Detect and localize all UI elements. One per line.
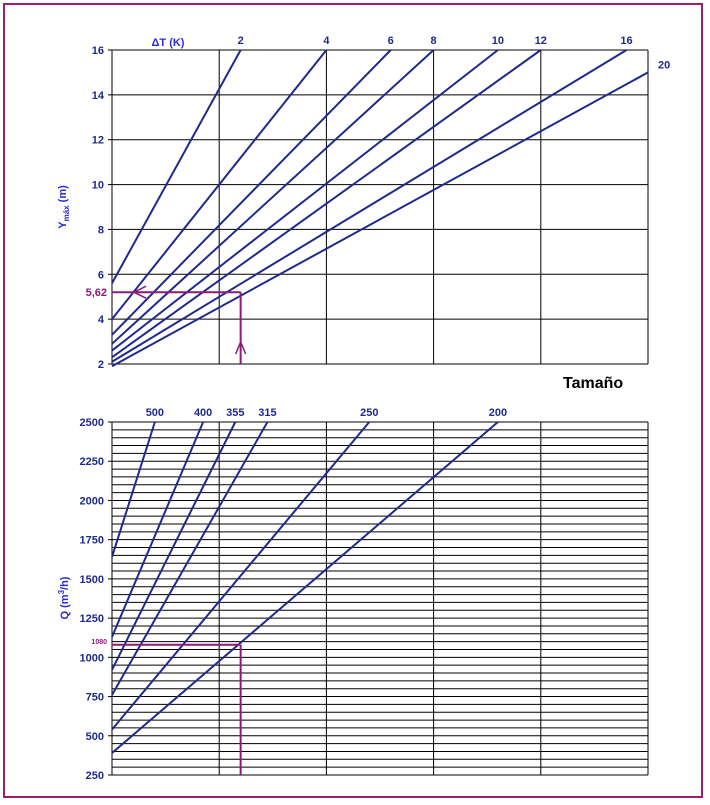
- series-line: [111, 421, 371, 731]
- y-tick-label: 750: [86, 692, 104, 704]
- y-tick-label: 250: [86, 770, 104, 782]
- series-line: [111, 49, 542, 359]
- series-label: 355: [226, 407, 244, 419]
- series-label: 250: [360, 407, 378, 419]
- series-label: 8: [431, 35, 437, 47]
- series-line: [111, 421, 205, 638]
- series-line: [111, 49, 242, 284]
- series-label: 12: [535, 35, 547, 47]
- y-tick-label: 2000: [80, 495, 104, 507]
- delta-t-chart: 2 4 6 8 10 12 14 16 2 4 6 8 10 12 16 20 5,62 ΔT (K) Ymáx (…: [57, 35, 670, 371]
- series-label: 4: [323, 35, 330, 47]
- y-tick-label: 2: [98, 359, 104, 371]
- y-tick-label: 4: [98, 314, 105, 326]
- series-line: [111, 49, 392, 336]
- highlight-arrow-up: [234, 340, 247, 355]
- y-tick-label: 1250: [80, 613, 104, 625]
- y-tick-label: 500: [86, 731, 104, 743]
- series-line: [111, 421, 237, 671]
- series-line: [111, 421, 156, 558]
- series-label: 20: [658, 59, 670, 71]
- y-tick-label: 10: [92, 180, 104, 192]
- y-tick-label: 1500: [80, 574, 104, 586]
- size-section-title: Tamaño: [563, 375, 623, 392]
- series-label: 6: [388, 35, 394, 47]
- legend-title-delta-t: ΔT (K): [152, 37, 185, 49]
- highlight-value-label: 1080: [91, 639, 107, 646]
- series-line: [111, 49, 499, 352]
- y-tick-label: 8: [98, 224, 104, 236]
- series-label: 16: [620, 35, 632, 47]
- series-label: 2: [238, 35, 244, 47]
- flow-size-chart: 250 500 750 1000 1250 1500 1750 2000 2250 2500 500…: [57, 407, 649, 782]
- y-axis-title-ymax: Ymáx (m): [57, 185, 71, 229]
- y-tick-label: 1750: [80, 535, 104, 547]
- chart-frame: [3, 3, 703, 798]
- series-line: [111, 49, 435, 345]
- series-label: 500: [146, 407, 164, 419]
- y-tick-label: 14: [92, 90, 105, 102]
- y-tick-label: 1000: [80, 652, 104, 664]
- highlight-arrow-left: [132, 285, 147, 299]
- series-line: [111, 49, 328, 320]
- series-label: 400: [194, 407, 212, 419]
- series-line: [111, 71, 649, 368]
- highlight-value-label: 5,62: [86, 287, 107, 299]
- series-line: [111, 421, 269, 696]
- series-line: [111, 421, 499, 754]
- series-line: [111, 49, 628, 363]
- y-tick-label: 2500: [80, 417, 104, 429]
- y-tick-label: 16: [92, 45, 104, 57]
- series-label: 315: [258, 407, 276, 419]
- y-tick-label: 6: [98, 269, 104, 281]
- y-tick-label: 12: [92, 135, 104, 147]
- series-label: 200: [489, 407, 507, 419]
- y-tick-label: 2250: [80, 456, 104, 468]
- series-label: 10: [492, 35, 504, 47]
- y-axis-title-q: Q (m3/h): [57, 576, 71, 619]
